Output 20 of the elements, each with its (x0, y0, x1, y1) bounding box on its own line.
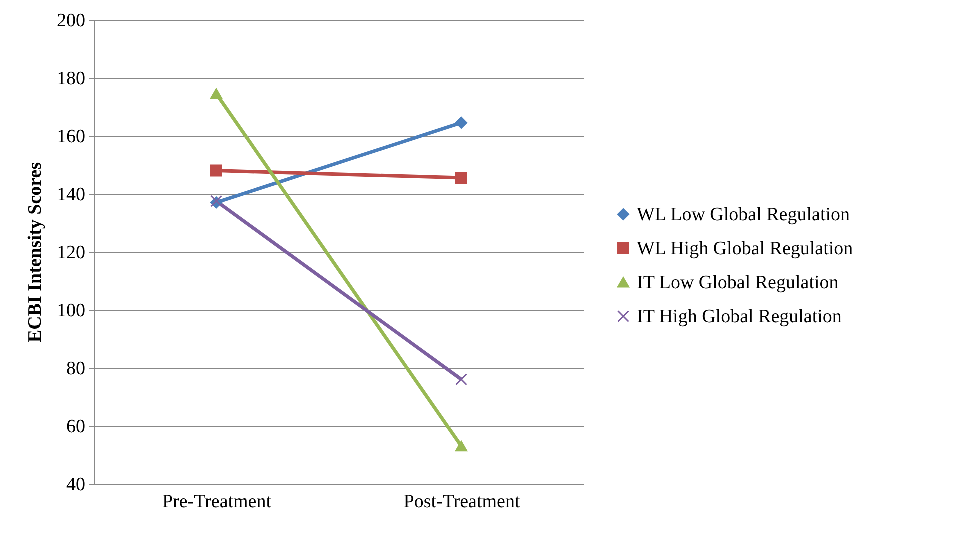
x-tick-label: Post-Treatment (404, 492, 521, 512)
x-tick-label: Pre-Treatment (162, 492, 272, 512)
y-tick-label: 100 (57, 300, 86, 322)
y-tick-label: 200 (57, 10, 86, 32)
y-tick-label: 140 (57, 184, 86, 206)
legend-label: WL High Global Regulation (637, 238, 854, 260)
y-tick-label: 120 (57, 242, 86, 264)
point (456, 172, 468, 184)
y-axis-title: ECBI Intensity Scores (25, 162, 46, 343)
y-tick-label: 160 (57, 126, 86, 148)
y-tick-label: 40 (66, 474, 86, 496)
legend-label: IT Low Global Regulation (637, 272, 840, 294)
y-tick-label: 180 (57, 68, 86, 90)
point (456, 116, 468, 129)
point (210, 164, 222, 177)
y-tick-label: 80 (66, 358, 86, 380)
y-tick-label: 60 (66, 416, 86, 438)
point (456, 374, 468, 386)
legend-label: WL Low Global Regulation (637, 204, 850, 226)
legend-label: IT High Global Regulation (637, 306, 842, 328)
